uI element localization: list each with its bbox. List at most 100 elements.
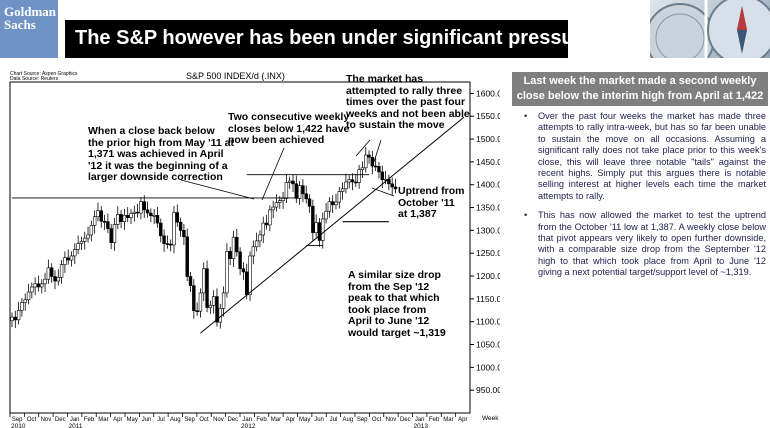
annotation-line: closes below 1,422 have <box>228 122 350 135</box>
candle-body <box>152 215 156 217</box>
candle-body <box>139 201 143 214</box>
candle-body <box>132 211 137 214</box>
sp500-chart: Chart Source: Aspen Graphics Data Source:… <box>6 68 500 428</box>
annotation-line: weeks and not been able <box>346 107 470 120</box>
x-month-label: Sep <box>184 417 195 423</box>
candle-body <box>165 243 170 245</box>
x-month-label: Dec <box>400 417 411 423</box>
pointer-line <box>371 187 395 197</box>
candle-body <box>241 268 246 273</box>
compass-image <box>650 0 770 58</box>
candle-body <box>208 304 213 308</box>
y-tick-label: 1500.00 <box>476 134 500 144</box>
y-tick-label: 1250.00 <box>476 248 500 258</box>
y-tick-label: 1000.00 <box>476 362 500 372</box>
candle-body <box>301 185 305 195</box>
chart-source-text: Chart Source: Aspen Graphics <box>10 71 78 77</box>
candle-body <box>109 228 113 244</box>
x-year-label: 2013 <box>414 423 429 428</box>
logo-line-2: Sachs <box>4 17 36 32</box>
candle-body <box>56 277 60 282</box>
candle-body <box>340 188 345 192</box>
candle-body <box>235 236 239 253</box>
annotation-line: from the Sep '12 <box>348 280 430 293</box>
x-year-label: 2010 <box>11 423 26 428</box>
candle-body <box>311 205 315 233</box>
annotation-line: peak to that which <box>348 292 440 304</box>
candle-body <box>373 165 378 168</box>
candle-body <box>264 222 269 226</box>
candle-body <box>168 243 173 246</box>
annotation-line: attempted to rally three <box>346 84 463 97</box>
x-month-label: Apr <box>113 417 122 423</box>
candle-body <box>102 220 107 223</box>
candle-body <box>69 255 74 261</box>
x-month-label: Apr <box>286 417 295 423</box>
y-tick-label: 1050.00 <box>476 340 500 350</box>
commentary-bullet: This has now allowed the market to test … <box>514 210 766 278</box>
slide-title: The S&P however has been under significa… <box>75 27 613 49</box>
candle-body <box>321 218 325 241</box>
candle-body <box>364 154 368 169</box>
candle-body <box>281 198 285 202</box>
candle-body <box>337 191 341 203</box>
candle-body <box>162 235 166 244</box>
candle-body <box>377 166 381 173</box>
y-tick-label: 1350.00 <box>476 203 500 213</box>
x-month-label: Mar <box>443 417 453 423</box>
candle-body <box>317 222 322 241</box>
candle-body <box>195 310 199 313</box>
annotation-line: times over the past four <box>346 96 466 108</box>
annotation-uptrend: Uptrend from October '11 at 1,387 <box>398 185 465 221</box>
candle-body <box>324 210 328 220</box>
candle-body <box>258 234 262 242</box>
annotation-may11-high: When a close back below the prior high fr… <box>88 125 234 184</box>
candle-body <box>314 222 318 233</box>
frequency-label: Week <box>482 415 499 422</box>
annotation-line: 1,371 was achieved in April <box>88 148 224 160</box>
candle-body <box>16 309 21 321</box>
candle-body <box>261 222 265 236</box>
candle-body <box>357 169 361 183</box>
candle-body <box>182 230 186 238</box>
candle-body <box>334 201 338 206</box>
pointer-line <box>355 139 371 157</box>
x-month-label: Nov <box>213 417 224 423</box>
candle-body <box>188 276 193 286</box>
y-tick-label: 1400.00 <box>476 180 500 190</box>
candle-body <box>218 308 222 323</box>
data-source-text: Data Source: Reuters <box>10 76 59 82</box>
x-month-label: Oct <box>27 417 37 423</box>
candle-body <box>92 216 97 226</box>
candle-body <box>66 257 70 261</box>
y-tick-label: 1150.00 <box>476 294 500 304</box>
candle-body <box>360 167 365 170</box>
candle-body <box>307 198 312 207</box>
candle-body <box>142 201 146 211</box>
candle-body <box>53 276 57 282</box>
candle-body <box>145 209 150 214</box>
x-month-label: Feb <box>84 417 95 423</box>
candle-body <box>73 249 77 257</box>
y-tick-label: 1450.00 <box>476 157 500 167</box>
candle-body <box>126 215 130 218</box>
pointer-line <box>180 179 255 200</box>
logo-line-1: Goldman <box>4 4 57 19</box>
x-month-label: Mar <box>271 417 281 423</box>
annotation-line: October '11 <box>398 196 455 209</box>
candle-body <box>13 316 18 321</box>
x-month-label: Mar <box>98 417 108 423</box>
candle-body <box>119 214 123 223</box>
annotation-line: Two consecutive weekly <box>228 111 350 123</box>
candle-body <box>30 286 34 293</box>
candle-body <box>288 180 292 183</box>
pointer-line <box>371 139 382 169</box>
candle-body <box>106 221 110 229</box>
candle-body <box>254 240 259 248</box>
candle-body <box>380 171 384 181</box>
candle-body <box>238 251 242 270</box>
candle-body <box>251 246 256 257</box>
annotation-two-closes: Two consecutive weekly closes below 1,422… <box>228 111 350 147</box>
candle-body <box>23 299 27 303</box>
x-month-label: Nov <box>41 417 52 423</box>
